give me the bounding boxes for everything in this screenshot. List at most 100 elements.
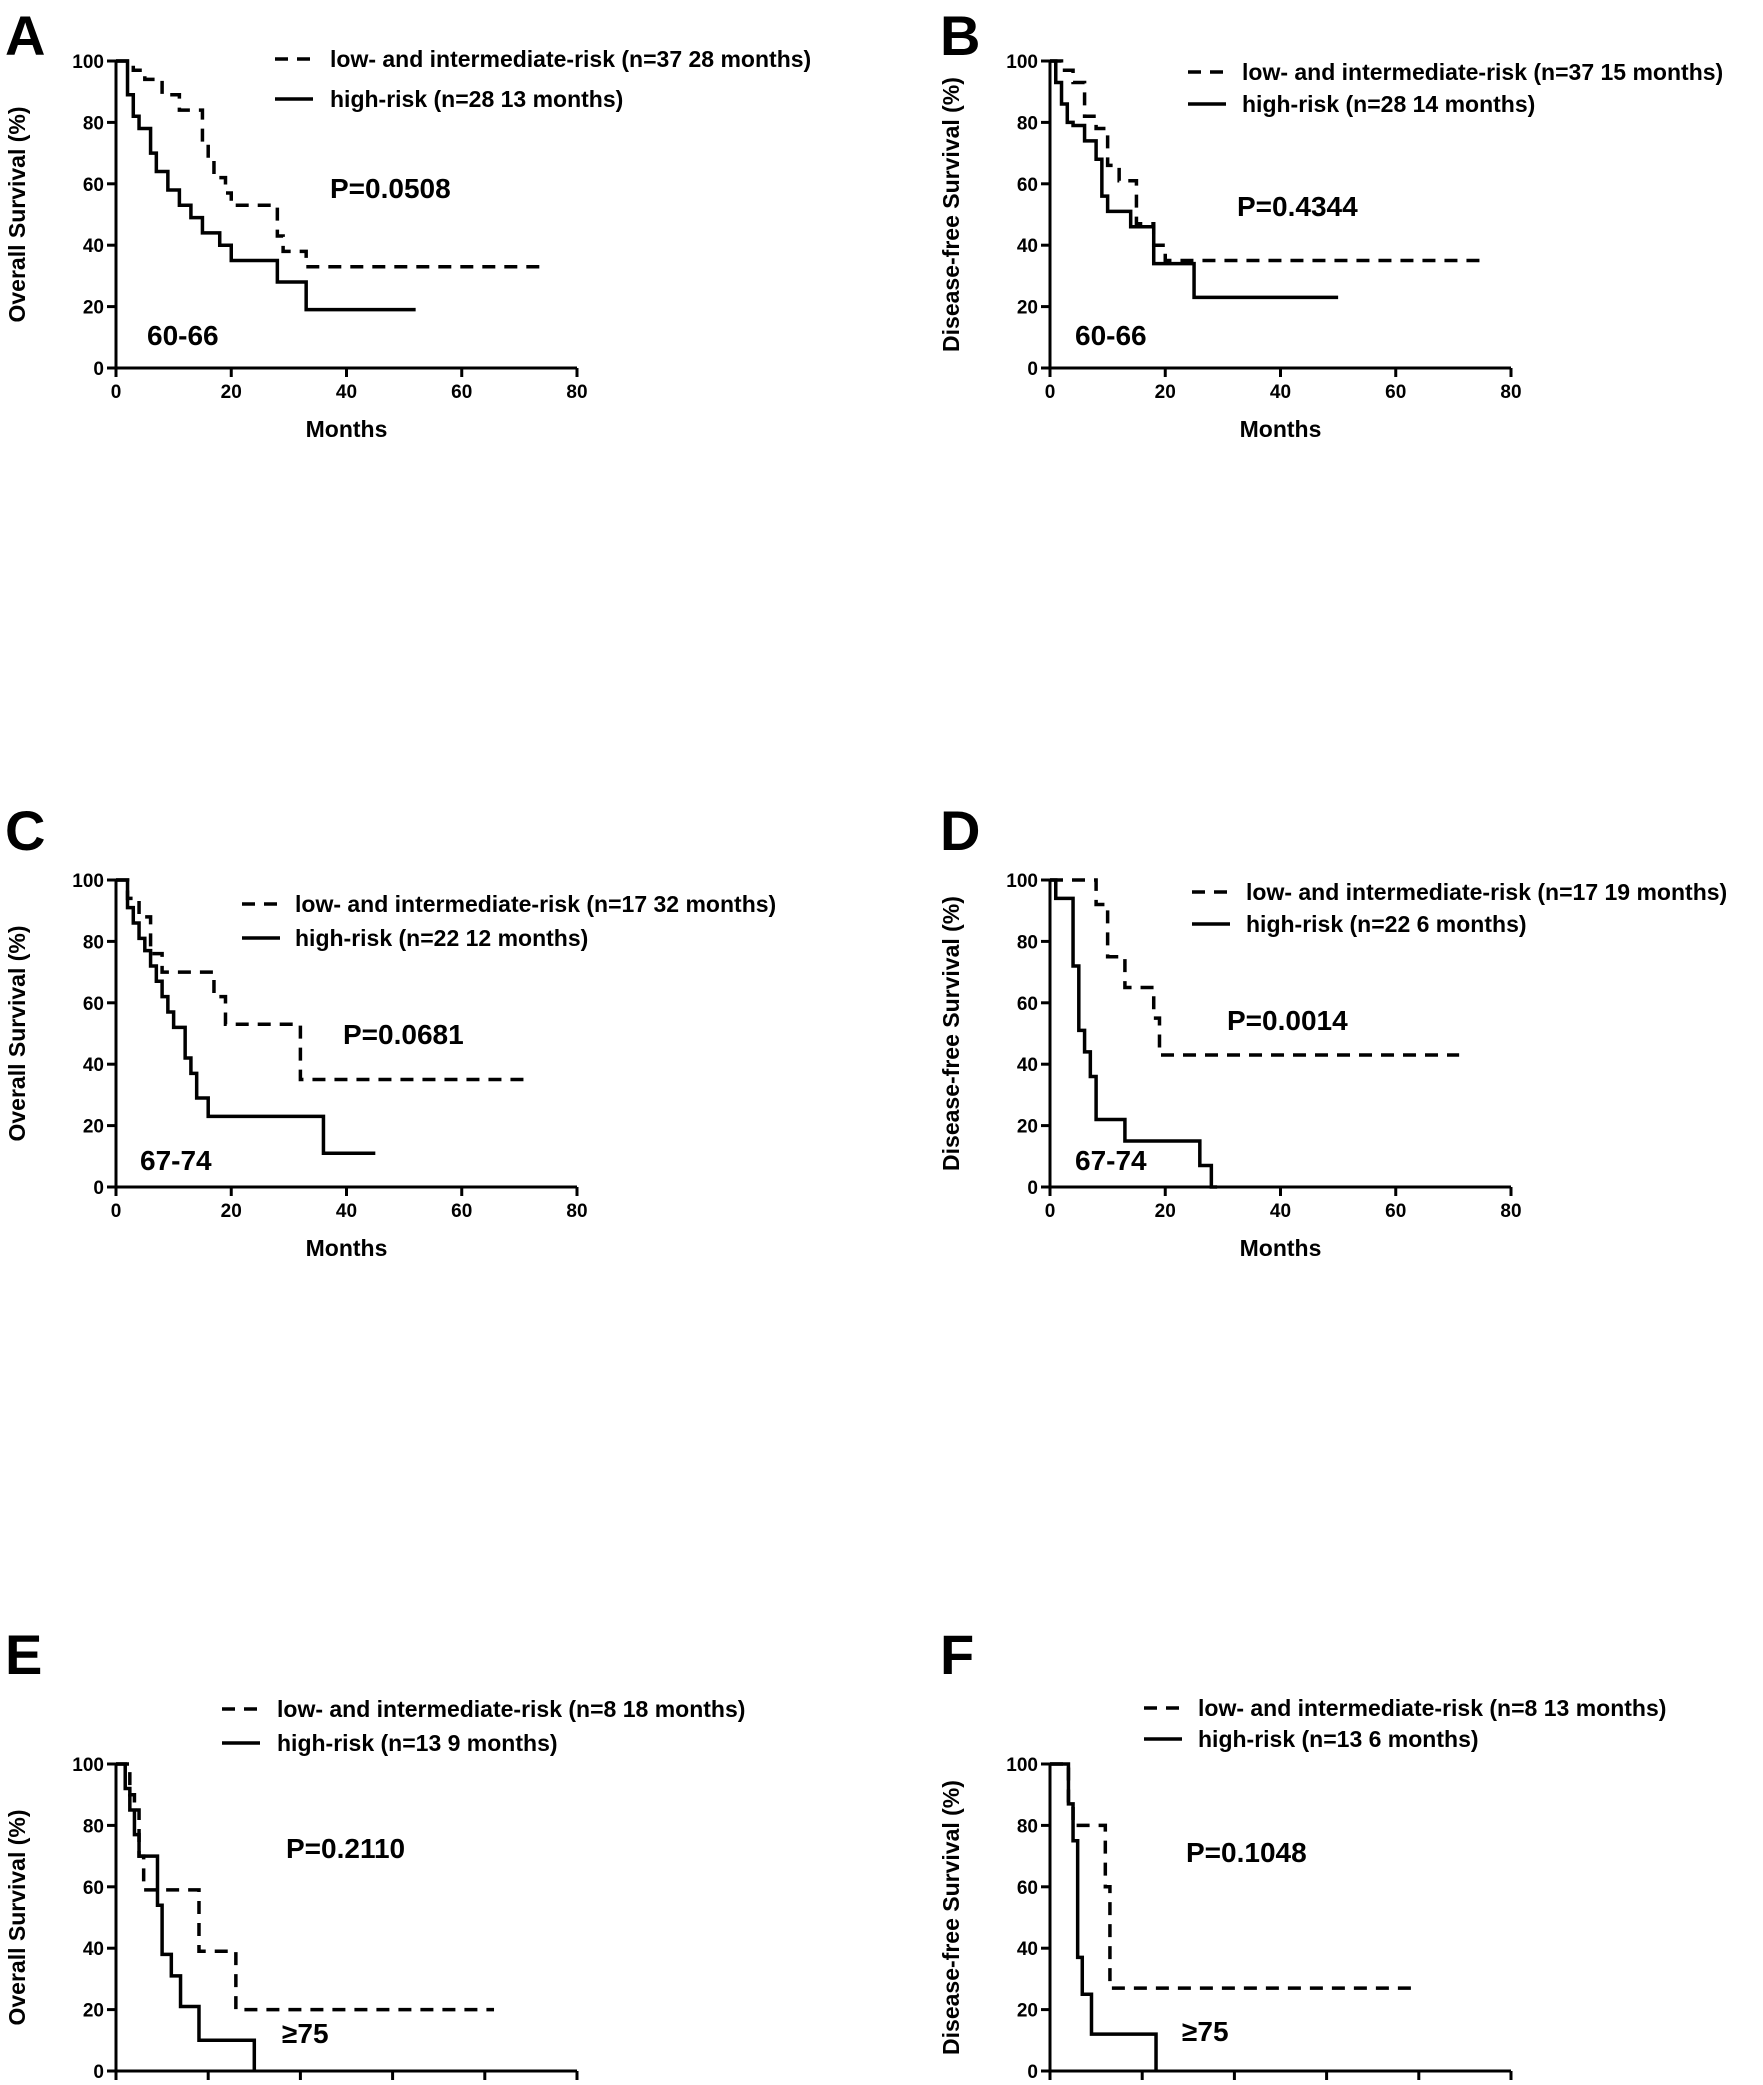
y-tick-label: 40 — [83, 1055, 104, 1076]
y-tick-label: 100 — [72, 1755, 104, 1776]
age-group-label: 60-66 — [1075, 320, 1147, 351]
y-tick-label: 80 — [83, 932, 104, 953]
age-group-label: ≥75 — [1182, 2016, 1229, 2047]
x-tick-label: 20 — [1155, 382, 1176, 403]
x-tick-label: 0 — [1045, 1201, 1056, 1222]
y-tick-label: 80 — [83, 1816, 104, 1837]
y-tick-label: 100 — [72, 871, 104, 892]
x-tick-label: 40 — [336, 382, 357, 403]
x-tick-label: 80 — [1500, 1201, 1521, 1222]
high-risk-curve — [1050, 59, 1339, 300]
y-tick-label: 60 — [83, 1878, 104, 1899]
x-tick-label: 60 — [451, 1201, 472, 1222]
y-axis-title: Overall Survival (%) — [4, 925, 30, 1141]
legend-label: low- and intermediate-risk (n=17 32 mont… — [295, 891, 776, 917]
low-intermediate-risk-curve — [1050, 1762, 1419, 1990]
panel-letter: A — [5, 4, 45, 67]
panel-letter: D — [940, 799, 980, 862]
y-tick-label: 0 — [93, 2062, 104, 2083]
y-tick-label: 80 — [83, 113, 104, 134]
panel-d: D 0 20 40 60 80 100 0 20 40 60 80 Months Disease-free… — [938, 799, 1727, 1261]
age-group-label: ≥75 — [282, 2018, 329, 2049]
high-risk-curve — [1050, 878, 1218, 1189]
legend-label: low- and intermediate-risk (n=8 13 month… — [1198, 1695, 1666, 1721]
x-axis-title: Months — [1240, 1235, 1322, 1261]
y-tick-label: 40 — [1017, 1939, 1038, 1960]
y-tick-label: 80 — [1017, 932, 1038, 953]
y-tick-label: 60 — [1017, 994, 1038, 1015]
x-tick-label: 80 — [1500, 382, 1521, 403]
low-intermediate-risk-curve — [116, 59, 549, 269]
legend-label: high-risk (n=28 14 months) — [1242, 91, 1535, 117]
age-group-label: 67-74 — [140, 1145, 212, 1176]
y-tick-label: 0 — [1027, 359, 1038, 380]
legend-label: high-risk (n=13 6 months) — [1198, 1726, 1479, 1752]
y-tick-label: 60 — [83, 175, 104, 196]
high-risk-curve — [116, 59, 416, 312]
x-axis-title: Months — [306, 416, 388, 442]
y-tick-label: 40 — [1017, 236, 1038, 257]
low-intermediate-risk-curve — [116, 878, 531, 1082]
x-tick-label: 20 — [221, 382, 242, 403]
panel-b: B 0 20 40 60 80 100 0 20 40 60 80 Months Disease-free… — [938, 4, 1723, 442]
x-tick-label: 80 — [566, 382, 587, 403]
y-tick-label: 40 — [83, 236, 104, 257]
y-tick-label: 40 — [83, 1939, 104, 1960]
age-group-label: 67-74 — [1075, 1145, 1147, 1176]
x-tick-label: 60 — [1385, 382, 1406, 403]
legend-label: high-risk (n=28 13 months) — [330, 86, 623, 112]
x-tick-label: 40 — [1270, 382, 1291, 403]
y-tick-label: 80 — [1017, 1816, 1038, 1837]
x-tick-label: 60 — [1385, 1201, 1406, 1222]
y-tick-label: 20 — [83, 2001, 104, 2022]
low-intermediate-risk-curve — [1050, 878, 1460, 1057]
x-tick-label: 20 — [221, 1201, 242, 1222]
y-tick-label: 60 — [1017, 175, 1038, 196]
p-value-label: P=0.4344 — [1237, 191, 1358, 222]
y-tick-label: 100 — [72, 52, 104, 73]
legend-label: low- and intermediate-risk (n=37 15 mont… — [1242, 59, 1723, 85]
y-tick-label: 80 — [1017, 113, 1038, 134]
low-intermediate-risk-curve — [1050, 59, 1483, 263]
x-tick-label: 20 — [1155, 1201, 1176, 1222]
panel-letter: E — [5, 1623, 42, 1686]
panel-a: A 0 20 40 60 80 100 0 20 40 60 80 Months Overall Surv… — [4, 4, 811, 442]
y-axis-title: Disease-free Survival (%) — [938, 77, 964, 352]
y-axis-title: Overall Survival (%) — [4, 1809, 30, 2025]
legend-label: high-risk (n=13 9 months) — [277, 1730, 558, 1756]
legend-label: low- and intermediate-risk (n=17 19 mont… — [1246, 879, 1727, 905]
y-tick-label: 100 — [1006, 871, 1038, 892]
high-risk-curve — [116, 878, 376, 1155]
x-axis-title: Months — [1240, 416, 1322, 442]
legend-label: high-risk (n=22 6 months) — [1246, 911, 1527, 937]
p-value-label: P=0.2110 — [286, 1833, 405, 1864]
x-tick-label: 0 — [111, 1201, 122, 1222]
panel-e: E020406080100020406080100MonthsOverall S… — [4, 1623, 745, 2083]
panel-c: C 0 20 40 60 80 100 0 20 40 60 80 Months Overall Surv… — [4, 799, 776, 1261]
y-tick-label: 60 — [83, 994, 104, 1015]
y-tick-label: 100 — [1006, 1755, 1038, 1776]
y-axis-title: Disease-free Survival (%) — [938, 896, 964, 1171]
y-tick-label: 20 — [83, 298, 104, 319]
y-tick-label: 0 — [1027, 2062, 1038, 2083]
x-axis-title: Months — [306, 1235, 388, 1261]
panel-letter: C — [5, 799, 45, 862]
panel-letter: F — [940, 1623, 974, 1686]
y-tick-label: 20 — [1017, 1117, 1038, 1138]
x-tick-label: 0 — [111, 382, 122, 403]
y-tick-label: 0 — [1027, 1178, 1038, 1199]
y-tick-label: 100 — [1006, 52, 1038, 73]
panel-f: F020406080100020406080100MonthsDisease-f… — [938, 1623, 1666, 2083]
x-tick-label: 0 — [1045, 382, 1056, 403]
y-tick-label: 20 — [1017, 2001, 1038, 2022]
y-tick-label: 20 — [1017, 298, 1038, 319]
y-tick-label: 0 — [93, 1178, 104, 1199]
y-tick-label: 40 — [1017, 1055, 1038, 1076]
x-tick-label: 40 — [336, 1201, 357, 1222]
y-axis-title: Disease-free Survival (%) — [938, 1780, 964, 2055]
y-tick-label: 20 — [83, 1117, 104, 1138]
age-group-label: 60-66 — [147, 320, 219, 351]
y-tick-label: 0 — [93, 359, 104, 380]
p-value-label: P=0.1048 — [1186, 1837, 1307, 1868]
